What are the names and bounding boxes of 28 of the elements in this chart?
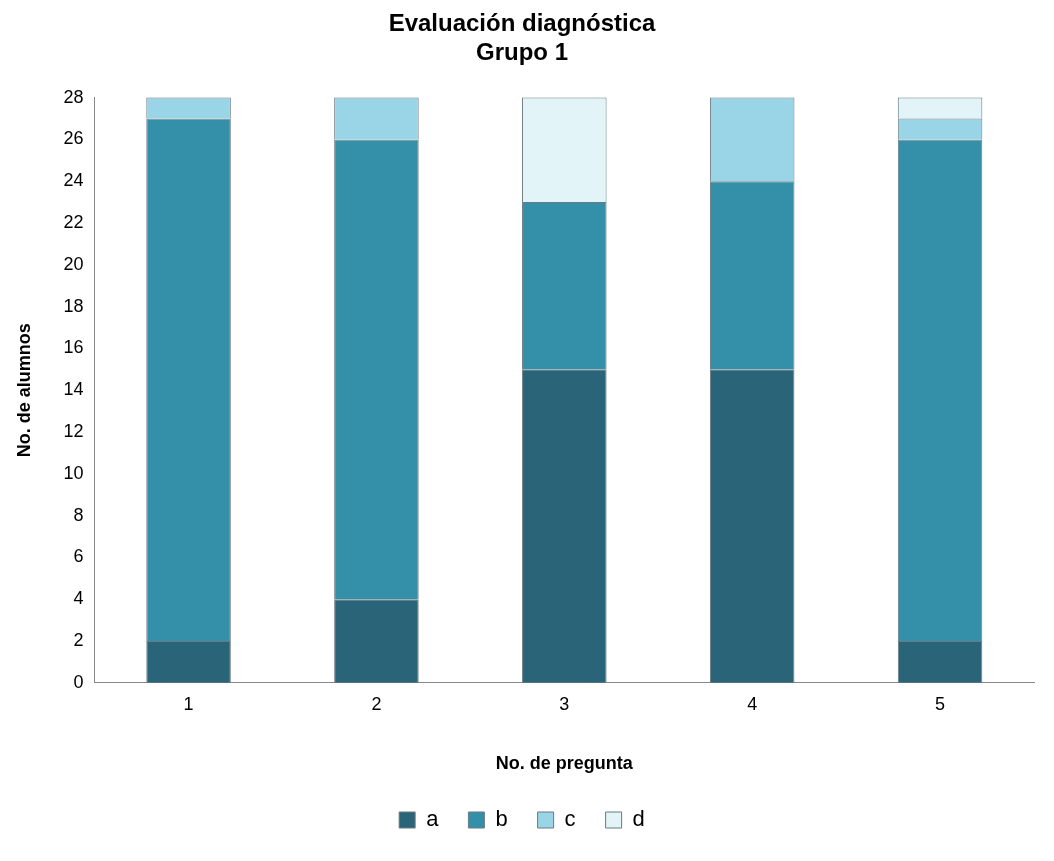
- legend-label: c: [564, 806, 576, 832]
- legend-label: a: [426, 806, 440, 832]
- legend-label: d: [632, 806, 645, 832]
- x-axis-title: No. de pregunta: [495, 753, 634, 774]
- x-tick-label: 4: [747, 693, 758, 714]
- x-tick-label: 1: [183, 693, 194, 714]
- y-tick-label: 16: [63, 337, 84, 358]
- y-tick-label: 14: [63, 379, 84, 400]
- y-axis-title: No. de alumnos: [13, 323, 34, 458]
- text: Evaluación diagnóstica: [388, 9, 656, 37]
- y-tick-label: 2: [73, 629, 84, 650]
- x-tick-label: 3: [559, 693, 570, 714]
- y-tick-label: 18: [63, 295, 84, 316]
- y-tick-label: 4: [73, 588, 84, 609]
- y-tick-label: 28: [63, 86, 84, 107]
- legend-label: b: [495, 806, 508, 832]
- y-tick-label: 10: [63, 462, 84, 483]
- y-tick-label: 22: [63, 211, 84, 232]
- y-tick-label: 24: [63, 170, 84, 191]
- x-tick-label: 2: [371, 693, 382, 714]
- text: Grupo 1: [475, 37, 569, 65]
- y-tick-label: 0: [73, 671, 84, 692]
- y-tick-label: 26: [63, 128, 84, 149]
- y-tick-label: 20: [63, 253, 84, 274]
- y-tick-label: 6: [73, 546, 84, 567]
- x-tick-label: 5: [935, 693, 946, 714]
- y-tick-label: 12: [63, 420, 84, 441]
- y-tick-label: 8: [73, 504, 84, 525]
